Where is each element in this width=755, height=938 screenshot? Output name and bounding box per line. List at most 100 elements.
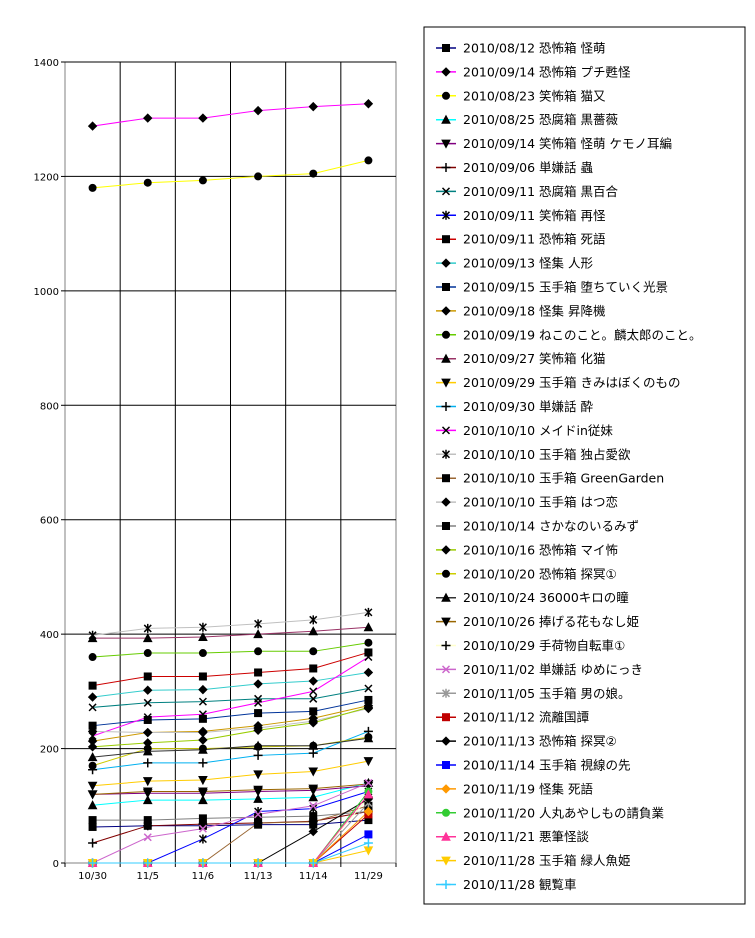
legend-marker bbox=[441, 880, 451, 889]
data-point bbox=[253, 725, 263, 735]
legend-marker bbox=[442, 474, 450, 483]
series-line-24 bbox=[92, 783, 369, 795]
legend-item: 2010/11/28 観覧車 bbox=[436, 877, 577, 892]
data-point bbox=[143, 713, 152, 722]
data-point bbox=[198, 834, 207, 844]
legend-item: 2010/11/19 怪集 死語 bbox=[436, 781, 593, 796]
legend-label: 2010/11/28 観覧車 bbox=[463, 877, 577, 892]
data-point bbox=[198, 631, 208, 642]
data-point bbox=[142, 787, 153, 797]
series-line-17 bbox=[92, 611, 369, 636]
data-point bbox=[143, 623, 152, 633]
legend-item: 2010/11/12 流離国譚 bbox=[436, 710, 590, 725]
data-point bbox=[198, 697, 207, 706]
data-point bbox=[88, 761, 97, 770]
series-line-19 bbox=[92, 708, 369, 734]
legend-label: 2010/10/10 メイドin従妹 bbox=[463, 423, 613, 438]
legend-item: 2010/09/14 笑怖箱 怪萌 ケモノ耳編 bbox=[436, 136, 672, 151]
data-point bbox=[363, 99, 374, 109]
data-point bbox=[308, 740, 319, 750]
data-point bbox=[363, 789, 374, 799]
series-line-13 bbox=[92, 626, 369, 639]
legend-label: 2010/11/21 悪筆怪談 bbox=[463, 829, 590, 844]
legend-item: 2010/10/10 玉手箱 独占愛欲 bbox=[436, 447, 631, 462]
legend-label: 2010/11/14 玉手箱 視線の先 bbox=[463, 758, 631, 773]
data-point bbox=[364, 684, 373, 693]
data-point bbox=[87, 790, 98, 800]
data-point bbox=[364, 607, 373, 617]
series-line-26 bbox=[92, 782, 369, 864]
data-point bbox=[142, 777, 153, 787]
data-point bbox=[309, 664, 318, 673]
data-point bbox=[143, 833, 152, 842]
legend-marker bbox=[441, 831, 451, 841]
legend-item: 2010/11/20 人丸あやしもの請負業 bbox=[436, 805, 665, 820]
data-point bbox=[364, 156, 373, 165]
legend-marker bbox=[441, 665, 451, 674]
series-line-12 bbox=[92, 642, 369, 658]
data-point bbox=[87, 726, 98, 737]
legend-label: 2010/09/18 怪集 昇降機 bbox=[463, 303, 606, 318]
data-point bbox=[253, 858, 263, 868]
legend-marker bbox=[441, 592, 451, 602]
legend-item: 2010/09/11 笑怖箱 再怪 bbox=[436, 208, 606, 223]
legend-marker bbox=[441, 449, 451, 459]
data-point bbox=[198, 735, 208, 745]
legend-marker bbox=[441, 67, 451, 77]
legend-label: 2010/09/29 玉手箱 きみはぼくのもの bbox=[463, 375, 681, 390]
series-line-23 bbox=[92, 737, 369, 758]
data-point bbox=[309, 812, 318, 821]
legend-marker bbox=[442, 569, 450, 578]
series-line-35 bbox=[92, 842, 369, 864]
gridlines bbox=[65, 61, 396, 863]
data-point bbox=[309, 615, 318, 625]
legend-item: 2010/09/14 恐怖箱 プチ甦怪 bbox=[436, 64, 631, 79]
legend-marker bbox=[441, 736, 451, 746]
legend-label: 2010/08/23 笑怖箱 猫又 bbox=[463, 88, 606, 103]
legend-item: 2010/10/16 恐怖箱 マイ怖 bbox=[436, 542, 618, 557]
legend-marker bbox=[441, 402, 451, 411]
legend-item: 2010/09/19 ねこのこと。麟太郎のこと。 bbox=[436, 327, 702, 342]
data-point bbox=[198, 672, 207, 681]
data-point bbox=[308, 101, 318, 112]
data-point bbox=[143, 758, 153, 768]
legend-label: 2010/10/29 手荷物自転車① bbox=[463, 638, 625, 653]
data-point bbox=[309, 687, 318, 696]
legend-marker bbox=[442, 91, 450, 100]
data-point bbox=[254, 698, 263, 707]
data-point bbox=[88, 653, 97, 662]
legend-item: 2010/10/10 玉手箱 GreenGarden bbox=[436, 471, 664, 486]
legend-item: 2010/09/11 恐腐箱 黒百合 bbox=[436, 184, 618, 199]
y-tick-label: 1200 bbox=[34, 172, 59, 183]
legend-marker bbox=[441, 856, 451, 866]
data-point bbox=[308, 792, 319, 802]
data-point bbox=[87, 781, 98, 791]
data-point bbox=[308, 826, 318, 837]
legend-marker bbox=[441, 617, 451, 627]
data-point bbox=[254, 172, 263, 181]
data-point bbox=[363, 757, 374, 767]
data-point bbox=[364, 652, 373, 662]
data-point bbox=[253, 629, 263, 639]
legend-label: 2010/09/11 笑怖箱 再怪 bbox=[463, 208, 606, 223]
data-point bbox=[253, 740, 263, 750]
series-line-2 bbox=[92, 159, 369, 189]
data-point bbox=[87, 752, 98, 762]
data-point bbox=[87, 121, 98, 131]
legend-label: 2010/09/27 笑怖箱 化猫 bbox=[463, 351, 606, 366]
data-point bbox=[88, 858, 98, 868]
legend-marker bbox=[442, 330, 450, 339]
data-point bbox=[309, 694, 318, 703]
data-point bbox=[88, 703, 97, 712]
data-point bbox=[363, 622, 374, 632]
data-point bbox=[143, 727, 153, 738]
legend-item: 2010/09/30 単嫌話 酔 bbox=[436, 399, 593, 414]
data-point bbox=[254, 709, 263, 718]
legend: 2010/08/12 恐怖箱 怪萌 2010/09/14 恐怖箱 プチ甦怪 2010… bbox=[436, 41, 702, 892]
legend-marker bbox=[441, 378, 451, 388]
series-line-9 bbox=[92, 671, 369, 698]
legend-marker bbox=[441, 306, 451, 316]
legend-item: 2010/09/15 玉手箱 堕ちていく光景 bbox=[436, 280, 668, 295]
x-tick-label: 11/5 bbox=[137, 871, 159, 882]
series-line-20 bbox=[92, 811, 369, 821]
